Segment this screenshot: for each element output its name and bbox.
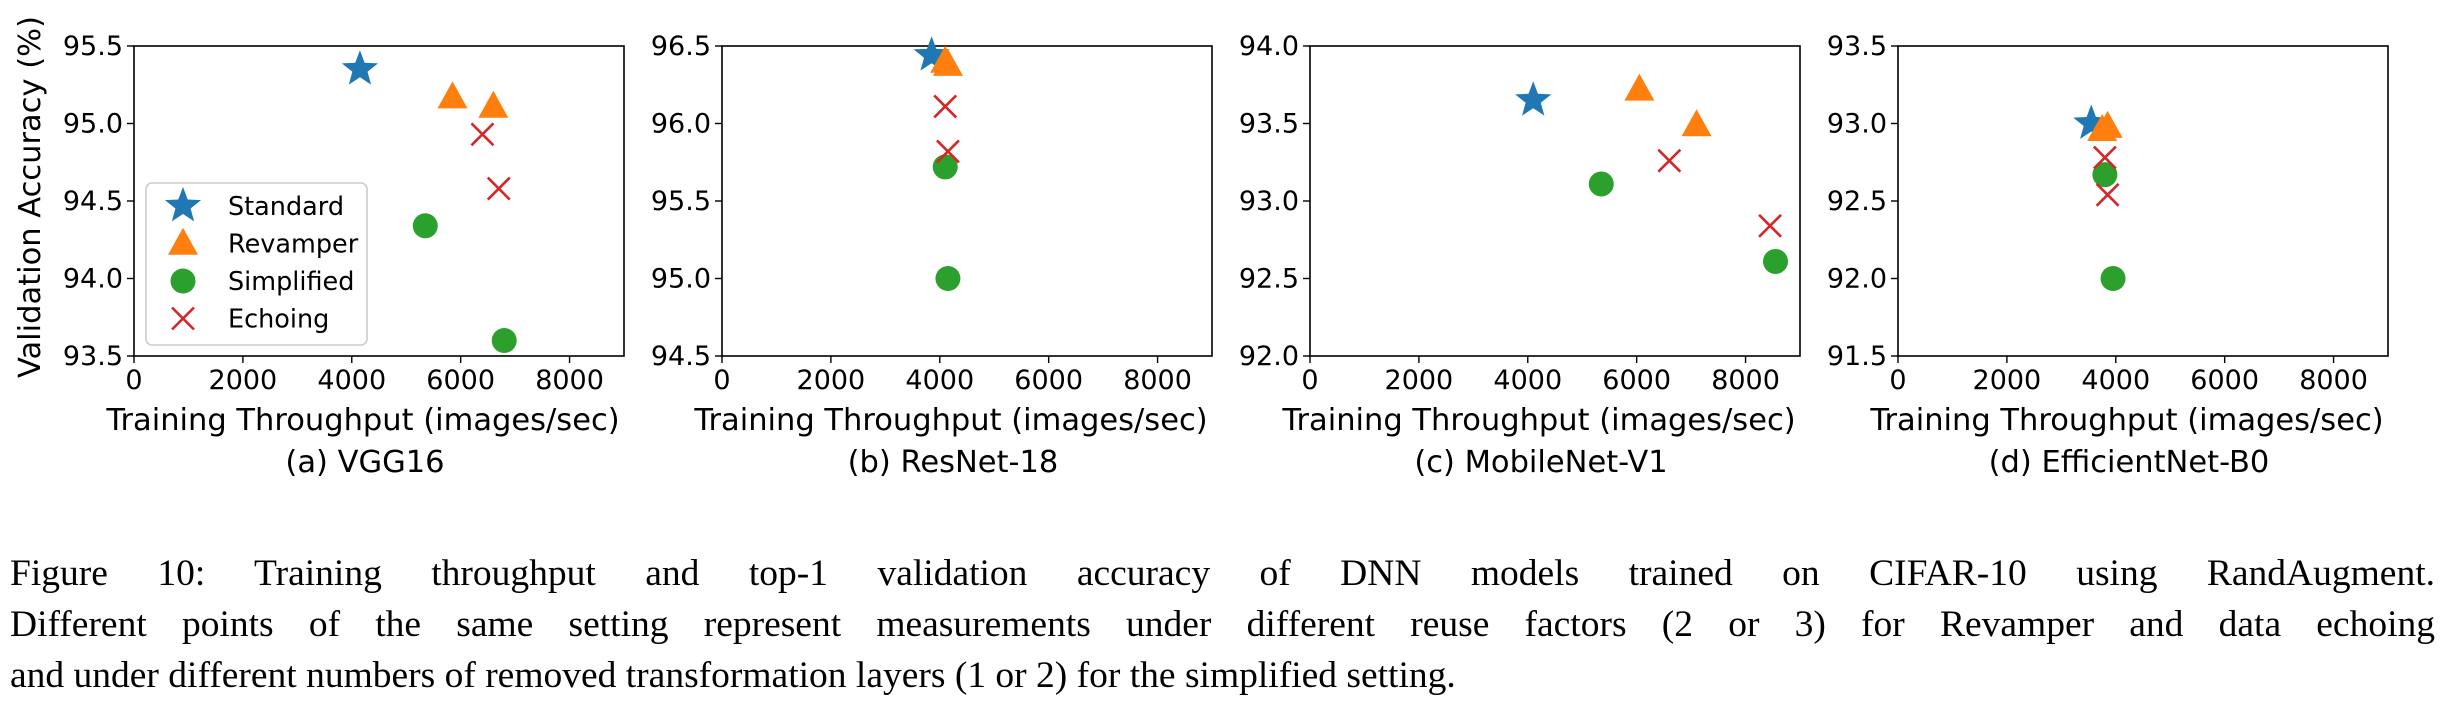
legend-marker-echoing [171, 306, 195, 331]
data-point-simplified [491, 328, 517, 353]
data-point-standard [2073, 104, 2110, 139]
chart-panel-4: 0 2000 4000 6000 8000 91.5 92.0 92.5 93.0 93.5 Tra… [1827, 31, 2389, 480]
x-tick-label: 0 [1301, 365, 1318, 396]
panel-subtitle: (b) ResNet-18 [848, 445, 1059, 480]
y-tick-label: 93.5 [1239, 109, 1299, 140]
x-tick-label: 6000 [1014, 365, 1083, 396]
x-tick-label: 6000 [426, 365, 495, 396]
x-tick-label: 4000 [1493, 365, 1562, 396]
data-point-echoing [2092, 145, 2117, 170]
y-tick-label: 94.5 [651, 341, 711, 372]
y-tick-label: 92.0 [1827, 264, 1887, 295]
y-tick-label: 92.5 [1239, 264, 1299, 295]
caption-line-1: Figure 10: Training throughput and top-1… [10, 553, 2435, 594]
x-tick-label: 2000 [797, 365, 866, 396]
legend-frame [145, 182, 368, 346]
data-point-standard [341, 50, 379, 85]
x-tick-label: 0 [125, 365, 142, 396]
data-point-standard [913, 36, 950, 71]
data-point-echoing [1758, 213, 1782, 238]
legend-label-standard: Standard [228, 192, 344, 222]
data-point-echoing [2095, 182, 2120, 207]
y-tick-label: 95.0 [651, 264, 711, 295]
legend-marker-standard [164, 187, 202, 222]
legend: Standard Revamper Simplified Echoing [145, 182, 368, 346]
y-tick-label: 96.5 [651, 31, 711, 62]
y-tick-label: 95.0 [63, 109, 123, 140]
x-tick-label: 6000 [2190, 365, 2259, 396]
x-tick-label: 0 [713, 365, 730, 396]
y-tick-label: 95.5 [63, 31, 123, 62]
x-tick-label: 8000 [2299, 365, 2368, 396]
legend-marker-revamper [168, 227, 198, 255]
data-point-simplified [2100, 266, 2126, 291]
y-tick-label: 92.0 [1239, 341, 1299, 372]
x-tick-label: 2000 [1385, 365, 1454, 396]
y-tick-label: 96.0 [651, 109, 711, 140]
x-tick-label: 6000 [1602, 365, 1671, 396]
x-tick-label: 8000 [1711, 365, 1780, 396]
caption-line-2: Different points of the same setting rep… [10, 604, 2435, 645]
x-tick-label: 8000 [535, 365, 604, 396]
y-tick-label: 93.5 [1827, 31, 1887, 62]
y-tick-label: 93.5 [63, 341, 123, 372]
y-tick-label: 94.0 [1239, 31, 1299, 62]
data-point-revamper [2092, 110, 2123, 138]
plot-frame [1309, 45, 1801, 357]
data-point-echoing [933, 94, 958, 119]
plot-frame [721, 45, 1213, 357]
y-tick-label: 92.5 [1827, 186, 1887, 217]
caption-line-3: and under different numbers of removed t… [10, 655, 1456, 696]
x-tick-label: 4000 [317, 365, 386, 396]
x-tick-label: 2000 [209, 365, 278, 396]
data-point-revamper [1681, 109, 1712, 137]
data-point-echoing [470, 122, 495, 147]
legend-label-revamper: Revamper [228, 230, 359, 260]
data-point-echoing [486, 176, 511, 201]
data-point-echoing [936, 139, 960, 164]
legend-marker-simplified [170, 268, 196, 294]
panel-subtitle: (c) MobileNet-V1 [1414, 445, 1667, 480]
data-point-revamper [478, 90, 509, 118]
x-tick-label: 8000 [1123, 365, 1192, 396]
x-axis-label: Training Throughput (images/sec) [1281, 403, 1795, 438]
data-point-simplified [2092, 162, 2118, 188]
data-point-simplified [935, 266, 961, 291]
data-point-echoing [1657, 148, 1682, 173]
chart-panel-3: 0 2000 4000 6000 8000 92.0 92.5 93.0 93.5 94.0 Tra… [1239, 31, 1801, 480]
x-tick-label: 4000 [905, 365, 974, 396]
legend-label-simplified: Simplified [228, 267, 354, 297]
y-tick-label: 93.0 [1239, 186, 1299, 217]
data-point-simplified [1588, 171, 1614, 197]
y-tick-label: 94.0 [63, 264, 123, 295]
y-tick-label: 91.5 [1827, 341, 1887, 372]
chart-panel-2: 0 2000 4000 6000 8000 94.5 95.0 95.5 96.0 96.5 Tra… [651, 31, 1213, 480]
x-axis-label: Training Throughput (images/sec) [1869, 403, 2383, 438]
data-point-simplified [1763, 248, 1788, 274]
chart-panel-1: 0 2000 4000 6000 8000 93.5 94.0 94.5 95.0 95.5 Tra… [13, 16, 625, 480]
figure-caption: Figure 10: Training throughput and top-1… [10, 548, 2435, 701]
panel-subtitle: (a) VGG16 [285, 445, 444, 480]
data-point-revamper [437, 81, 468, 109]
data-point-simplified [412, 213, 438, 239]
x-tick-label: 0 [1889, 365, 1906, 396]
legend-label-echoing: Echoing [228, 305, 329, 335]
x-axis-label: Training Throughput (images/sec) [105, 403, 619, 438]
y-axis-label: Validation Accuracy (%) [13, 16, 48, 378]
data-point-revamper [1624, 73, 1655, 101]
x-axis-label: Training Throughput (images/sec) [693, 403, 1207, 438]
x-tick-label: 4000 [2081, 365, 2150, 396]
plot-frame [1897, 45, 2389, 357]
y-tick-label: 94.5 [63, 186, 123, 217]
y-tick-label: 95.5 [651, 186, 711, 217]
x-tick-label: 2000 [1973, 365, 2042, 396]
data-point-standard [1515, 81, 1552, 116]
data-point-revamper [932, 48, 963, 76]
y-tick-label: 93.0 [1827, 109, 1887, 140]
panel-subtitle: (d) EfficientNet-B0 [1989, 445, 2270, 480]
